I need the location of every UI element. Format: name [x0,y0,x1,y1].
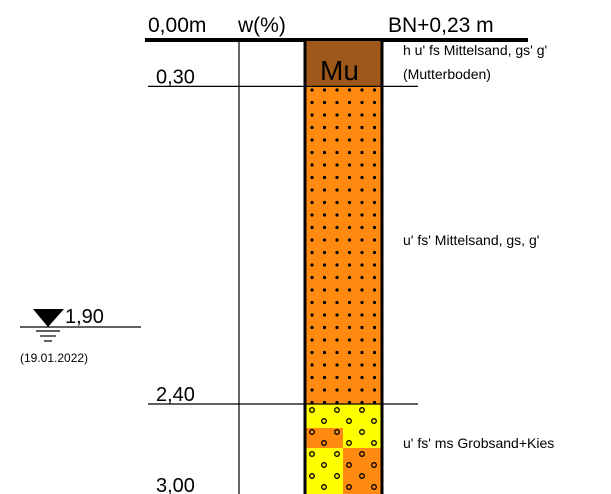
layer-description-0: (Mutterboden) [403,66,491,82]
layer-description-2: u' fs' ms Grobsand+Kies [403,435,554,451]
depth-unit-label: 0,00m [148,14,206,37]
soil-layer-1-pattern [306,86,381,404]
depth-label-2: 3,00 [156,475,195,494]
elevation-label: BN+0,23 m [388,14,494,37]
soil-layer-2-pattern [306,404,381,494]
groundwater-triangle-icon [33,309,64,327]
layer-description-0: h u' fs Mittelsand, gs' g' [403,42,547,58]
groundwater-marker: 1,90 (19.01.2022) [20,306,141,365]
soil-code-label: Mu [320,55,359,86]
layer-description-1: u' fs' Mittelsand, gs, g' [403,232,539,248]
layer-descriptions: h u' fs Mittelsand, gs' g' (Mutterboden) u… [403,42,554,451]
depth-label-1: 2,40 [156,384,195,406]
depth-label-0: 0,30 [156,66,195,88]
groundwater-date-label: (19.01.2022) [20,351,88,365]
depth-markers: 0,30 2,40 3,00 [148,66,418,494]
water-content-label: w(%) [237,14,286,37]
soil-layer-0 [306,41,381,87]
groundwater-depth-label: 1,90 [65,306,104,328]
soil-layers [306,41,381,494]
